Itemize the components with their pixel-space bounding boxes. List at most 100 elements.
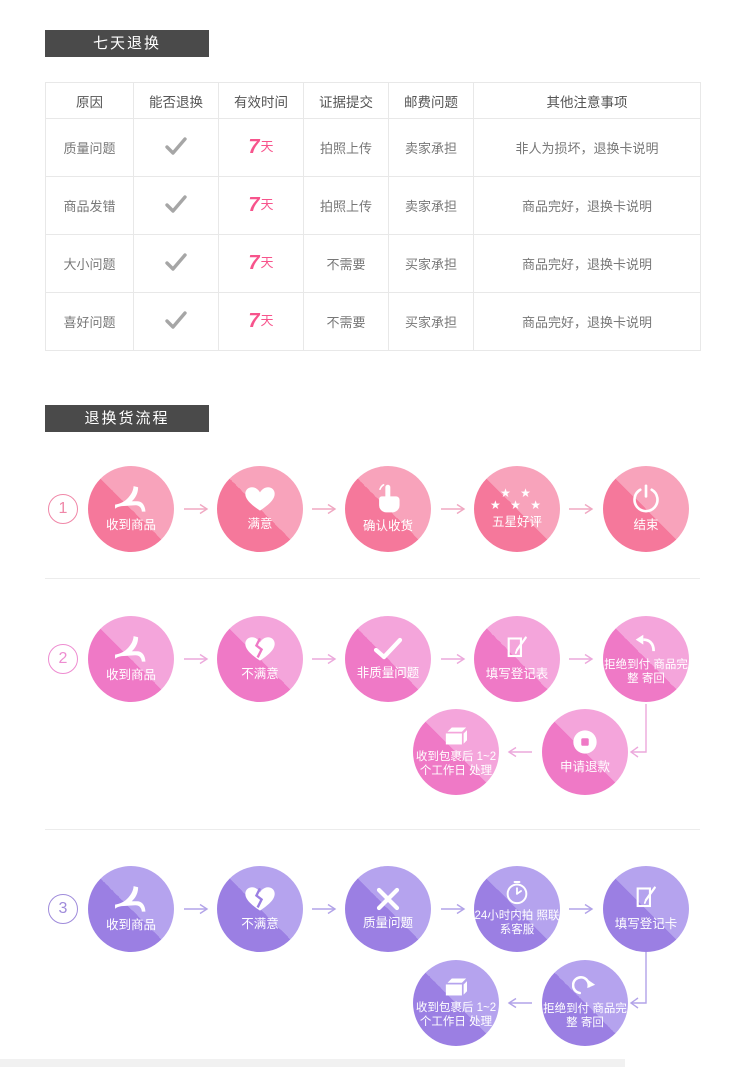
step-label: 收到包裹后 1~2个工作日 处理	[415, 751, 497, 777]
flow3-step-unsatisfied: 不满意	[217, 866, 303, 952]
cell-postage: 买家承担	[388, 292, 474, 351]
cell-postage: 卖家承担	[388, 176, 474, 235]
cell-postage: 卖家承担	[388, 118, 474, 177]
col-header-notes: 其他注意事项	[473, 82, 701, 119]
flow3-step-contact-service-24h: 24小时内拍 照联系客服	[474, 866, 560, 952]
table-row: 喜好问题 7天 不需要 买家承担 商品完好，退换卡说明	[45, 292, 701, 351]
document-pen-icon	[632, 885, 660, 913]
table-row: 商品发错 7天 拍照上传 卖家承担 商品完好，退换卡说明	[45, 176, 701, 235]
col-header-evidence: 证据提交	[303, 82, 389, 119]
flow1-step-end: 结束	[603, 466, 689, 552]
document-pen-icon	[503, 635, 531, 663]
high-heel-shoe-icon	[112, 634, 150, 664]
flow-arrow-right-icon	[312, 653, 337, 665]
col-header-valid-time: 有效时间	[218, 82, 304, 119]
step-label: 满意	[247, 516, 273, 531]
step-label: 拒绝到付 商品完整 寄回	[543, 1003, 627, 1029]
x-mark-icon	[375, 886, 401, 912]
section-title-seven-day-return: 七天退换	[45, 30, 209, 57]
cell-valid-time: 7天	[218, 176, 304, 235]
step-label: 拒绝到付 商品完整 寄回	[604, 658, 688, 685]
flow3-step-fill-registration-card: 填写登记卡	[603, 866, 689, 952]
footer-strip	[0, 1059, 625, 1067]
high-heel-shoe-icon	[112, 484, 150, 514]
flow-arrow-right-icon	[312, 903, 337, 915]
cell-notes: 非人为损坏，退换卡说明	[473, 118, 701, 177]
step-label: 不满意	[241, 666, 279, 681]
heart-icon	[244, 486, 276, 513]
flow1-step-confirm-receipt: 确认收货	[345, 466, 431, 552]
cell-postage: 买家承担	[388, 234, 474, 293]
package-icon	[441, 725, 471, 747]
step-label: 五星好评	[491, 515, 542, 530]
step-label: 确认收货	[362, 519, 413, 534]
flow3-number: 3	[48, 894, 78, 924]
cell-notes: 商品完好，退换卡说明	[473, 176, 701, 235]
flow1-step-five-star-review: ★ ★ ★ ★ ★ 五星好评	[474, 466, 560, 552]
flow-arrow-right-icon	[184, 503, 209, 515]
coin-icon	[571, 728, 599, 756]
flow2-step-unsatisfied: 不满意	[217, 616, 303, 702]
cell-valid-time: 7天	[218, 292, 304, 351]
flow-arrow-right-icon	[184, 653, 209, 665]
cell-reason: 商品发错	[45, 176, 134, 235]
flow3-step-quality-issue: 质量问题	[345, 866, 431, 952]
col-header-exchangeable: 能否退换	[133, 82, 219, 119]
check-icon	[165, 195, 187, 213]
step-label: 收到商品	[105, 518, 156, 533]
return-policy-table: 原因 能否退换 有效时间 证据提交 邮费问题 其他注意事项 质量问题 7天 拍照…	[45, 82, 701, 351]
check-icon	[165, 311, 187, 329]
cell-reason: 大小问题	[45, 234, 134, 293]
flow2-step-non-quality-issue: 非质量问题	[345, 616, 431, 702]
step-label: 收到商品	[105, 918, 156, 933]
package-icon	[441, 976, 471, 998]
cell-exchangeable	[133, 234, 219, 293]
table-row: 质量问题 7天 拍照上传 卖家承担 非人为损坏，退换卡说明	[45, 118, 701, 177]
cell-evidence: 不需要	[303, 292, 389, 351]
check-icon	[165, 137, 187, 155]
col-header-postage: 邮费问题	[388, 82, 474, 119]
separator	[45, 578, 700, 579]
undo-arrow-icon	[633, 632, 659, 655]
flow-arrow-right-icon	[441, 653, 466, 665]
flow-elbow-connector-icon	[629, 952, 647, 1009]
flow-arrow-right-icon	[312, 503, 337, 515]
flow2-substep-process-in-1-2-days: 收到包裹后 1~2个工作日 处理	[413, 709, 499, 795]
stars-icon: ★ ★ ★ ★ ★	[490, 486, 544, 513]
flow2-substep-request-refund: 申请退款	[542, 709, 628, 795]
cell-exchangeable	[133, 118, 219, 177]
section-title-return-process: 退换货流程	[45, 405, 209, 432]
step-label: 非质量问题	[356, 666, 420, 681]
cell-exchangeable	[133, 176, 219, 235]
power-icon	[631, 484, 661, 514]
flow2-step-refuse-cod-send-back: 拒绝到付 商品完整 寄回	[603, 616, 689, 702]
step-label: 收到包裹后 1~2个工作日 处理	[415, 1002, 497, 1028]
flow-arrow-left-icon	[507, 746, 532, 758]
flow1-step-received-goods: 收到商品	[88, 466, 174, 552]
flow2-step-fill-registration-form: 填写登记表	[474, 616, 560, 702]
broken-heart-icon	[244, 886, 276, 913]
step-label: 收到商品	[105, 668, 156, 683]
flow-arrow-right-icon	[569, 903, 594, 915]
cell-evidence: 拍照上传	[303, 118, 389, 177]
clock-icon	[504, 880, 530, 906]
cell-evidence: 不需要	[303, 234, 389, 293]
cell-valid-time: 7天	[218, 118, 304, 177]
redo-arrow-icon	[571, 975, 598, 999]
cell-evidence: 拍照上传	[303, 176, 389, 235]
flow3-substep-process-in-1-2-days: 收到包裹后 1~2个工作日 处理	[413, 960, 499, 1046]
step-label: 不满意	[241, 916, 279, 931]
cell-exchangeable	[133, 292, 219, 351]
flow-arrow-right-icon	[569, 653, 594, 665]
flow-arrow-right-icon	[441, 503, 466, 515]
table-row: 大小问题 7天 不需要 买家承担 商品完好，退换卡说明	[45, 234, 701, 293]
flow3-substep-refuse-cod-send-back: 拒绝到付 商品完整 寄回	[542, 960, 628, 1046]
step-label: 24小时内拍 照联系客服	[474, 910, 560, 936]
flow-arrow-right-icon	[441, 903, 466, 915]
flow-elbow-connector-icon	[629, 704, 647, 758]
flow3-step-received-goods: 收到商品	[88, 866, 174, 952]
tap-hand-icon	[373, 483, 403, 515]
check-icon	[165, 253, 187, 271]
check-icon	[373, 636, 403, 662]
